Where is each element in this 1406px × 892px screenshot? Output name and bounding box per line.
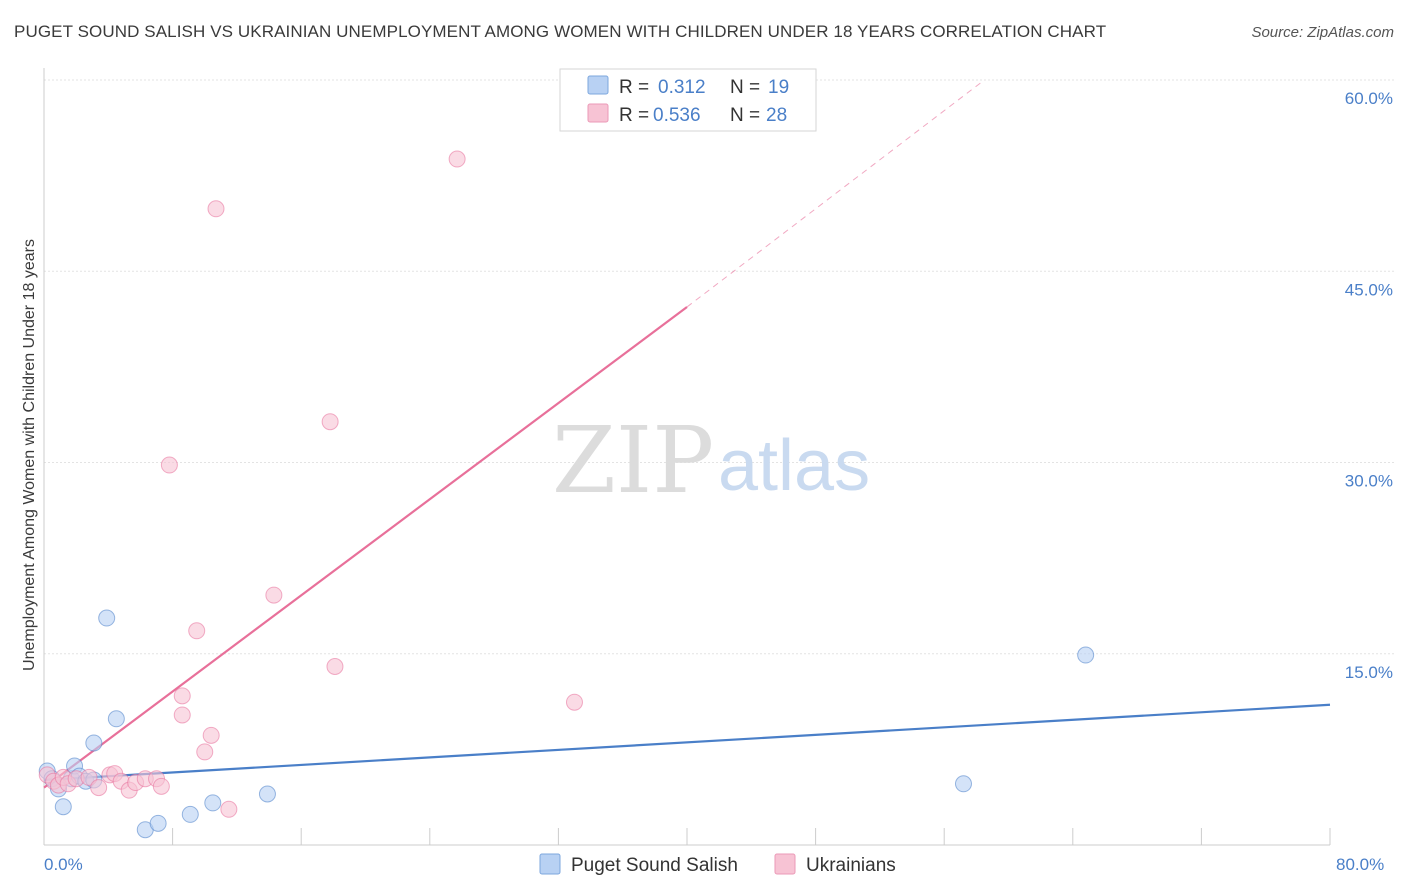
trend-line-1 xyxy=(43,306,688,789)
y-tick-label-2: 45.0% xyxy=(1345,280,1393,299)
trend-lines xyxy=(43,79,1331,789)
point-blue-17 xyxy=(954,775,972,793)
stats-legend: R = 0.312 N = 19 R = 0.536 N = 28 xyxy=(559,68,817,132)
legend-r-label-1: R = xyxy=(619,77,649,98)
point-pink-26 xyxy=(326,658,344,675)
point-pink-24 xyxy=(265,586,283,604)
x-tick-labels: 0.0% 80.0% xyxy=(44,855,1384,874)
chart-title: PUGET SOUND SALISH VS UKRAINIAN UNEMPLOY… xyxy=(14,22,1107,41)
gridlines xyxy=(44,79,1394,655)
legend-swatch-pink xyxy=(587,103,609,123)
point-pink-22 xyxy=(207,200,225,218)
series-legend-swatch-blue xyxy=(539,853,561,875)
point-blue-3 xyxy=(54,798,72,816)
watermark-zip: ZIP xyxy=(552,407,714,514)
point-pink-16 xyxy=(160,456,178,474)
legend-swatch-blue xyxy=(587,75,609,95)
watermark: ZIP atlas xyxy=(552,407,870,514)
legend-n-value-1: 19 xyxy=(768,77,789,98)
point-pink-28 xyxy=(565,693,583,711)
legend-n-label-1: N = xyxy=(730,77,760,98)
data-points xyxy=(38,150,1095,839)
y-tick-label-0: 15.0% xyxy=(1345,663,1393,682)
series-legend-label-1: Puget Sound Salish xyxy=(571,855,738,876)
point-pink-25 xyxy=(321,413,339,431)
y-tick-label-1: 30.0% xyxy=(1345,472,1393,491)
legend-n-value-2: 28 xyxy=(766,105,787,126)
point-blue-13 xyxy=(149,814,167,832)
point-pink-23 xyxy=(220,800,238,818)
source-credit: Source: ZipAtlas.com xyxy=(1251,24,1394,41)
series-legend-swatch-pink xyxy=(774,853,796,875)
y-axis-label: Unemployment Among Women with Children U… xyxy=(21,239,38,671)
point-pink-20 xyxy=(196,743,214,761)
trend-extension-1 xyxy=(686,79,985,308)
x-tick-max: 80.0% xyxy=(1336,855,1384,874)
point-blue-11 xyxy=(107,710,125,728)
point-blue-15 xyxy=(204,794,222,812)
point-blue-10 xyxy=(98,609,116,627)
point-blue-14 xyxy=(181,805,199,823)
watermark-atlas: atlas xyxy=(718,426,870,506)
y-tick-labels: 15.0% 30.0% 45.0% 60.0% xyxy=(1345,89,1393,682)
series-legend-label-2: Ukrainians xyxy=(806,855,896,876)
x-tick-min: 0.0% xyxy=(44,855,83,874)
point-pink-15 xyxy=(152,777,170,795)
series-legend: Puget Sound Salish Ukrainians xyxy=(539,853,896,876)
point-pink-18 xyxy=(173,706,191,724)
point-blue-16 xyxy=(258,785,276,803)
point-pink-19 xyxy=(188,622,206,640)
point-pink-27 xyxy=(448,150,466,168)
legend-r-value-1: 0.312 xyxy=(658,77,706,98)
legend-n-label-2: N = xyxy=(730,105,760,126)
axes xyxy=(43,68,1331,846)
trend-line-0 xyxy=(43,703,1331,782)
legend-r-label-2: R = xyxy=(619,105,649,126)
point-pink-7 xyxy=(90,779,108,797)
point-blue-9 xyxy=(85,734,103,752)
legend-r-value-2: 0.536 xyxy=(653,105,701,126)
y-tick-label-3: 60.0% xyxy=(1345,89,1393,108)
point-pink-17 xyxy=(173,687,191,705)
point-blue-18 xyxy=(1077,646,1095,664)
point-pink-21 xyxy=(202,726,220,744)
